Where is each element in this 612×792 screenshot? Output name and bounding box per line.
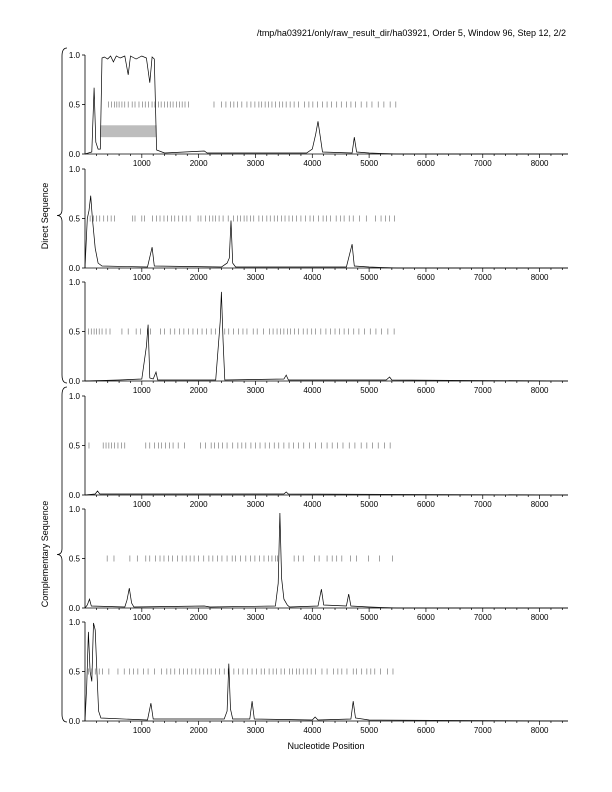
complementary-sequence-label: Complementary Sequence xyxy=(40,501,50,608)
x-tick-label: 6000 xyxy=(417,500,435,509)
y-tick-label: 0.5 xyxy=(69,215,81,224)
coding-potential-line xyxy=(84,291,569,382)
y-tick-label: 0.5 xyxy=(69,101,81,110)
coding-potential-line xyxy=(84,622,569,722)
y-tick-label: 0.0 xyxy=(69,604,81,613)
x-tick-label: 8000 xyxy=(531,500,549,509)
y-tick-label: 1.0 xyxy=(69,278,81,287)
frame-group-brackets xyxy=(56,47,68,723)
marker-row xyxy=(89,215,395,222)
x-tick-label: 3000 xyxy=(247,500,265,509)
x-tick-label: 4000 xyxy=(303,726,321,735)
y-tick-label: 0.0 xyxy=(69,150,81,159)
x-tick-label: 3000 xyxy=(247,273,265,282)
x-tick-label: 7000 xyxy=(474,159,492,168)
x-tick-label: 1000 xyxy=(133,726,151,735)
y-tick-label: 0.0 xyxy=(69,264,81,273)
predicted-region xyxy=(100,125,157,138)
x-tick-label: 2000 xyxy=(190,613,208,622)
group-brace xyxy=(56,386,68,723)
plot-header: /tmp/ha03921/only/raw_result_dir/ha03921… xyxy=(257,28,566,38)
x-tick-label: 6000 xyxy=(417,386,435,395)
x-tick-label: 8000 xyxy=(531,726,549,735)
x-axis-label: Nucleotide Position xyxy=(287,741,364,751)
group-brace xyxy=(56,47,68,384)
x-tick-label: 2000 xyxy=(190,500,208,509)
x-tick-label: 5000 xyxy=(360,500,378,509)
y-tick-label: 1.0 xyxy=(69,392,81,401)
y-tick-label: 0.5 xyxy=(69,555,81,564)
direct-sequence-label: Direct Sequence xyxy=(40,183,50,250)
x-tick-label: 1000 xyxy=(133,386,151,395)
coding-potential-line xyxy=(84,195,568,269)
x-tick-label: 4000 xyxy=(303,500,321,509)
x-tick-label: 5000 xyxy=(360,613,378,622)
frame-panel-5: 0.0 0.5 1.0 1000 2000 3000 4000 5000 6000 7000 800… xyxy=(69,505,568,622)
x-tick-label: 3000 xyxy=(247,726,265,735)
x-tick-label: 1000 xyxy=(133,273,151,282)
x-tick-label: 8000 xyxy=(531,273,549,282)
x-tick-label: 2000 xyxy=(190,726,208,735)
frame-panels: 0.0 0.5 1.0 1000 2000 3000 4000 5000 6000 7000 800… xyxy=(69,51,569,735)
x-tick-label: 7000 xyxy=(474,386,492,395)
y-tick-label: 0.0 xyxy=(69,491,81,500)
x-tick-label: 1000 xyxy=(133,613,151,622)
x-tick-label: 4000 xyxy=(303,613,321,622)
x-tick-label: 5000 xyxy=(360,273,378,282)
x-tick-label: 3000 xyxy=(247,159,265,168)
y-tick-label: 0.0 xyxy=(69,717,81,726)
x-tick-label: 8000 xyxy=(531,159,549,168)
x-tick-label: 2000 xyxy=(190,386,208,395)
x-tick-label: 5000 xyxy=(360,726,378,735)
y-tick-label: 1.0 xyxy=(69,505,81,514)
x-tick-label: 7000 xyxy=(474,500,492,509)
marker-row xyxy=(88,442,391,449)
frame-panel-1: 0.0 0.5 1.0 1000 2000 3000 4000 5000 6000 7000 800… xyxy=(69,51,568,168)
y-tick-label: 0.5 xyxy=(69,668,81,677)
y-tick-label: 0.5 xyxy=(69,442,81,451)
y-tick-label: 1.0 xyxy=(69,165,81,174)
x-tick-label: 6000 xyxy=(417,726,435,735)
x-tick-label: 3000 xyxy=(247,613,265,622)
y-tick-label: 0.5 xyxy=(69,328,81,337)
x-tick-label: 4000 xyxy=(303,386,321,395)
x-tick-label: 4000 xyxy=(303,273,321,282)
x-tick-label: 2000 xyxy=(190,273,208,282)
x-tick-label: 6000 xyxy=(417,613,435,622)
frame-panel-6: 0.0 0.5 1.0 1000 2000 3000 4000 5000 6000 7000 800… xyxy=(69,618,569,735)
x-tick-label: 4000 xyxy=(303,159,321,168)
x-tick-label: 8000 xyxy=(531,613,549,622)
x-tick-label: 3000 xyxy=(247,386,265,395)
x-tick-label: 7000 xyxy=(474,726,492,735)
x-tick-label: 5000 xyxy=(360,386,378,395)
x-tick-label: 6000 xyxy=(417,159,435,168)
y-tick-label: 1.0 xyxy=(69,618,81,627)
marker-row xyxy=(107,101,397,108)
x-tick-label: 7000 xyxy=(474,273,492,282)
x-tick-label: 5000 xyxy=(360,159,378,168)
x-tick-label: 2000 xyxy=(190,159,208,168)
x-tick-label: 8000 xyxy=(531,386,549,395)
coding-potential-line xyxy=(84,512,568,609)
frame-panel-3: 0.0 0.5 1.0 1000 2000 3000 4000 5000 6000 7000 800… xyxy=(69,278,569,395)
coding-potential-line xyxy=(84,55,568,155)
coding-potential-line xyxy=(84,490,569,496)
y-tick-label: 0.0 xyxy=(69,377,81,386)
marker-row xyxy=(106,555,393,562)
frame-panel-4: 0.0 0.5 1.0 1000 2000 3000 4000 5000 6000 7000 800… xyxy=(69,392,569,509)
frame-panel-2: 0.0 0.5 1.0 1000 2000 3000 4000 5000 6000 7000 800… xyxy=(69,165,568,282)
y-tick-label: 1.0 xyxy=(69,51,81,60)
marker-row xyxy=(88,328,395,335)
x-tick-label: 1000 xyxy=(133,500,151,509)
marker-row xyxy=(88,668,394,675)
x-tick-label: 1000 xyxy=(133,159,151,168)
x-tick-label: 6000 xyxy=(417,273,435,282)
x-tick-label: 7000 xyxy=(474,613,492,622)
